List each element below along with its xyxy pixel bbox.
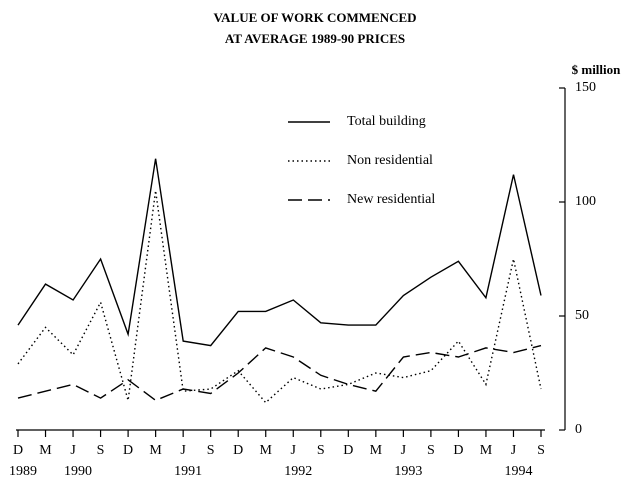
y-tick-label: 50	[575, 308, 589, 323]
series-line	[17, 344, 542, 402]
y-axis-label: $ million	[572, 62, 622, 77]
year-label: 1990	[64, 464, 92, 479]
x-tick-label: J	[401, 443, 407, 458]
series-line	[17, 158, 542, 347]
x-tick-label: J	[511, 443, 517, 458]
year-label: 1994	[504, 464, 532, 479]
year-label: 1991	[174, 464, 202, 479]
x-tick-label: J	[291, 443, 297, 458]
legend-label: New residential	[347, 192, 435, 207]
series-line	[17, 190, 542, 404]
x-tick-label: S	[537, 443, 545, 458]
x-tick-label: D	[123, 443, 133, 458]
x-tick-label: D	[233, 443, 243, 458]
y-tick-label: 100	[575, 194, 596, 209]
chart-subtitle: AT AVERAGE 1989-90 PRICES	[225, 31, 405, 46]
y-tick-label: 150	[575, 80, 596, 95]
x-tick-label: S	[207, 443, 215, 458]
x-tick-label: S	[317, 443, 325, 458]
x-tick-label: D	[453, 443, 463, 458]
year-label: 1993	[394, 464, 422, 479]
x-tick-label: M	[39, 443, 52, 458]
x-tick-label: J	[70, 443, 76, 458]
x-tick-label: D	[13, 443, 23, 458]
x-tick-label: M	[149, 443, 162, 458]
x-tick-label: M	[480, 443, 493, 458]
legend-label: Non residential	[347, 153, 433, 168]
x-tick-label: S	[97, 443, 105, 458]
y-tick-label: 0	[575, 422, 582, 437]
x-tick-label: M	[370, 443, 383, 458]
x-tick-label: D	[343, 443, 353, 458]
x-tick-label: S	[427, 443, 435, 458]
x-tick-label: J	[180, 443, 186, 458]
year-label: 1992	[284, 464, 312, 479]
chart-title: VALUE OF WORK COMMENCED	[213, 10, 416, 25]
year-label: 1989	[9, 464, 37, 479]
legend-label: Total building	[347, 114, 426, 129]
x-tick-label: M	[260, 443, 273, 458]
